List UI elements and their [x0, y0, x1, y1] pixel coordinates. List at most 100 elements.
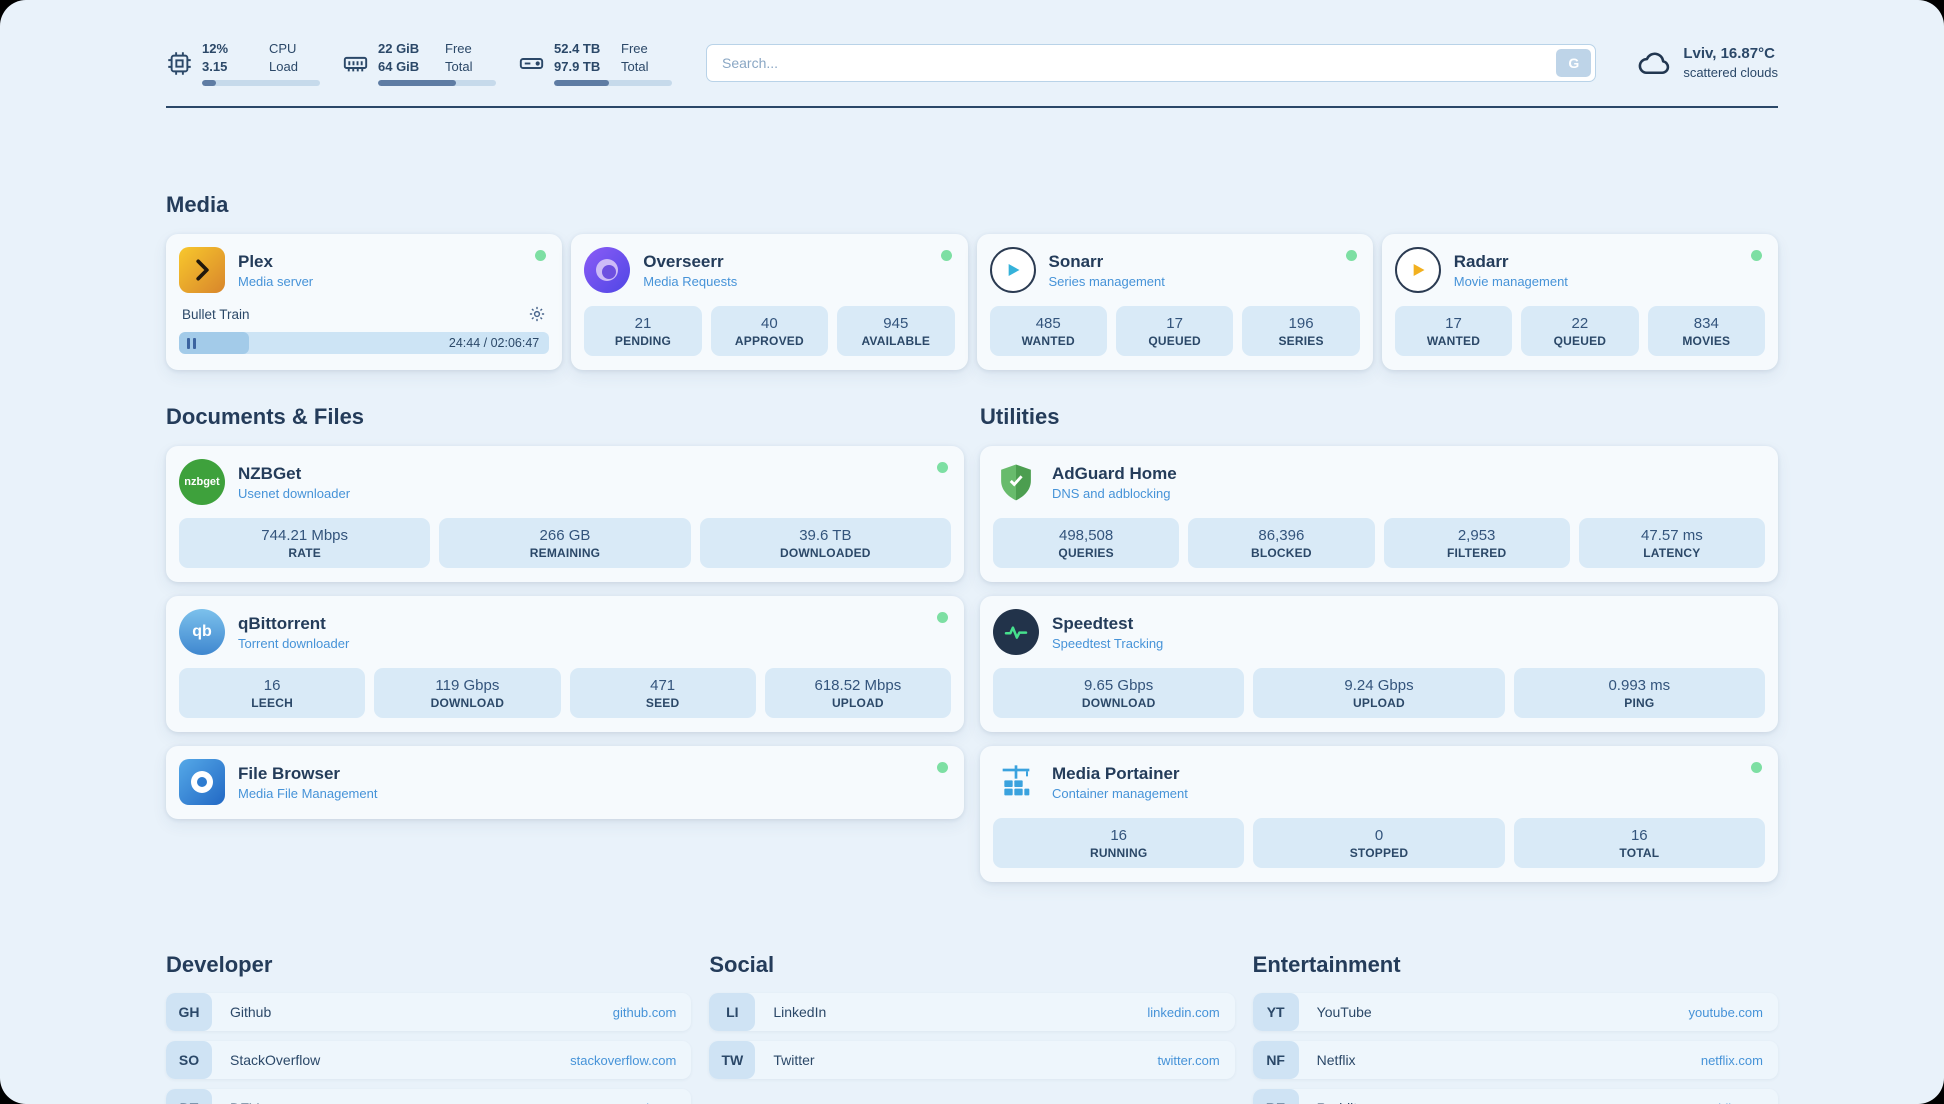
- stat-download: 119 Gbps DOWNLOAD: [374, 668, 561, 719]
- app-name: Plex: [238, 251, 273, 271]
- app-card-nzbget[interactable]: nzbget NZBGet Usenet downloader 744.21 M…: [166, 446, 964, 583]
- app-name: Media Portainer: [1052, 763, 1180, 783]
- status-dot: [937, 612, 948, 624]
- bookmark-reddit[interactable]: RE Reddit reddit.com: [1252, 1089, 1778, 1104]
- stat-movies: 834 MOVIES: [1647, 306, 1766, 357]
- plex-icon: [179, 247, 225, 294]
- app-card-radarr[interactable]: Radarr Movie management 17 WANTED 22 QUE…: [1381, 234, 1778, 371]
- bookmark-url[interactable]: netflix.com: [1700, 1052, 1763, 1068]
- stat-total: 16 TOTAL: [1513, 818, 1765, 869]
- bookmark-url[interactable]: github.com: [612, 1004, 677, 1020]
- stat-rate: 744.21 Mbps RATE: [179, 518, 431, 569]
- radarr-icon: [1394, 247, 1441, 294]
- section-title-media: Media: [166, 192, 229, 218]
- search-input[interactable]: [706, 44, 1597, 83]
- disk-total-value: 97.9 TB: [554, 58, 601, 74]
- overseerr-icon: [584, 247, 631, 294]
- bookmark-url[interactable]: linkedin.com: [1147, 1004, 1220, 1020]
- bookmark-twitter[interactable]: TW Twitter twitter.com: [709, 1041, 1235, 1080]
- app-card-overseerr[interactable]: Overseerr Media Requests 21 PENDING 40 A…: [571, 234, 968, 371]
- bookmark-name: YouTube: [1316, 1004, 1372, 1021]
- app-name: Speedtest: [1052, 613, 1134, 633]
- stat-downloaded: 39.6 TB DOWNLOADED: [699, 518, 951, 569]
- app-subtitle: Usenet downloader: [238, 485, 351, 501]
- stat-upload: 618.52 Mbps UPLOAD: [764, 668, 951, 719]
- app-name: Overseerr: [643, 251, 724, 271]
- section-title-developer: Developer: [166, 952, 273, 978]
- portainer-crane-icon: [993, 759, 1039, 805]
- search-engine-button[interactable]: G: [1556, 49, 1592, 78]
- stat-series: 196 SERIES: [1242, 306, 1360, 357]
- ram-progress-bar: [378, 80, 496, 87]
- ram-free-value: 22 GiB: [378, 41, 420, 56]
- app-name: AdGuard Home: [1052, 463, 1177, 483]
- ram-label-top: Free: [445, 41, 472, 56]
- app-card-adguard[interactable]: AdGuard Home DNS and adblocking 498,508 …: [980, 446, 1778, 583]
- bookmark-netflix[interactable]: NF Netflix netflix.com: [1252, 1041, 1778, 1080]
- bookmark-url[interactable]: twitter.com: [1157, 1052, 1220, 1068]
- app-subtitle: Media Requests: [643, 273, 738, 289]
- pause-icon[interactable]: [187, 337, 196, 349]
- cpu-widget: 12% 3.15 CPU Load: [166, 40, 320, 87]
- ram-icon: [342, 50, 369, 77]
- bookmark-group-social: Social LI LinkedIn linkedin.com TW Twitt…: [709, 952, 1235, 1080]
- settings-gear-icon[interactable]: [528, 305, 546, 323]
- stat-queries: 498,508 QUERIES: [993, 518, 1180, 569]
- qbittorrent-icon: qb: [179, 609, 225, 656]
- cpu-usage-value: 12%: [202, 41, 229, 56]
- now-playing-title: Bullet Train: [182, 306, 250, 322]
- stat-latency: 47.57 ms LATENCY: [1578, 518, 1765, 569]
- app-card-plex[interactable]: Plex Media server Bullet Train 24:44 / 0…: [166, 234, 563, 371]
- speedtest-icon: [993, 609, 1039, 656]
- bookmark-stackoverflow[interactable]: SO StackOverflow stackoverflow.com: [166, 1041, 692, 1080]
- bookmark-youtube[interactable]: YT YouTube youtube.com: [1252, 993, 1778, 1032]
- bookmark-badge: RE: [1252, 1089, 1299, 1104]
- playback-time: 24:44 / 02:06:47: [448, 336, 540, 351]
- bookmark-url[interactable]: reddit.com: [1702, 1101, 1763, 1104]
- bookmark-badge: NF: [1252, 1041, 1299, 1080]
- cpu-label-top: CPU: [269, 41, 297, 56]
- bookmark-name: Github: [230, 1004, 272, 1021]
- app-card-speedtest[interactable]: Speedtest Speedtest Tracking 9.65 Gbps D…: [980, 596, 1778, 733]
- app-card-qbittorrent[interactable]: qb qBittorrent Torrent downloader 16 LEE…: [166, 596, 964, 733]
- app-subtitle: Container management: [1052, 785, 1188, 801]
- bookmark-badge: TW: [709, 1041, 756, 1080]
- bookmark-badge: YT: [1252, 993, 1299, 1032]
- stat-leech: 16 LEECH: [179, 668, 366, 719]
- bookmark-name: Reddit: [1317, 1100, 1357, 1104]
- stat-wanted: 17 WANTED: [1394, 306, 1513, 357]
- section-title-documents: Documents & Files: [166, 404, 365, 430]
- bookmark-linkedin[interactable]: LI LinkedIn linkedin.com: [709, 993, 1235, 1032]
- utilities-column: Utilities AdGuard Home: [980, 404, 1778, 883]
- bookmark-github[interactable]: GH Github github.com: [166, 993, 692, 1032]
- status-dot: [1345, 250, 1357, 262]
- bookmark-url[interactable]: stackoverflow.com: [570, 1052, 677, 1068]
- playback-progress-bar[interactable]: 24:44 / 02:06:47: [179, 332, 550, 355]
- media-grid: Plex Media server Bullet Train 24:44 / 0…: [166, 234, 1778, 371]
- app-subtitle: Series management: [1048, 273, 1165, 289]
- stat-download: 9.65 Gbps DOWNLOAD: [993, 668, 1245, 719]
- app-name: Sonarr: [1048, 251, 1104, 271]
- app-name: Radarr: [1453, 251, 1509, 271]
- bookmark-dev[interactable]: DT DEV dev.to: [166, 1089, 692, 1104]
- cpu-load-value: 3.15: [202, 58, 228, 74]
- search-bar: G: [706, 44, 1597, 83]
- ram-widget: 22 GiB 64 GiB Free Total: [342, 40, 496, 87]
- bookmark-url[interactable]: youtube.com: [1688, 1004, 1763, 1020]
- stat-remaining: 266 GB REMAINING: [439, 518, 691, 569]
- bookmark-badge: GH: [166, 993, 212, 1032]
- stat-pending: 21 PENDING: [584, 306, 702, 357]
- stat-filtered: 2,953 FILTERED: [1383, 518, 1570, 569]
- weather-condition: scattered clouds: [1683, 65, 1778, 81]
- app-card-portainer[interactable]: Media Portainer Container management 16 …: [980, 746, 1778, 883]
- bookmark-name: DEV: [230, 1100, 259, 1104]
- app-card-filebrowser[interactable]: File Browser Media File Management: [166, 746, 964, 820]
- status-dot: [937, 762, 948, 774]
- hard-drive-icon: [518, 50, 545, 77]
- status-dot: [1751, 762, 1762, 774]
- now-playing-row: Bullet Train: [179, 305, 549, 323]
- bookmark-url[interactable]: dev.to: [642, 1101, 676, 1104]
- app-card-sonarr[interactable]: Sonarr Series management 485 WANTED 17 Q…: [976, 234, 1373, 371]
- section-title-utilities: Utilities: [980, 404, 1060, 430]
